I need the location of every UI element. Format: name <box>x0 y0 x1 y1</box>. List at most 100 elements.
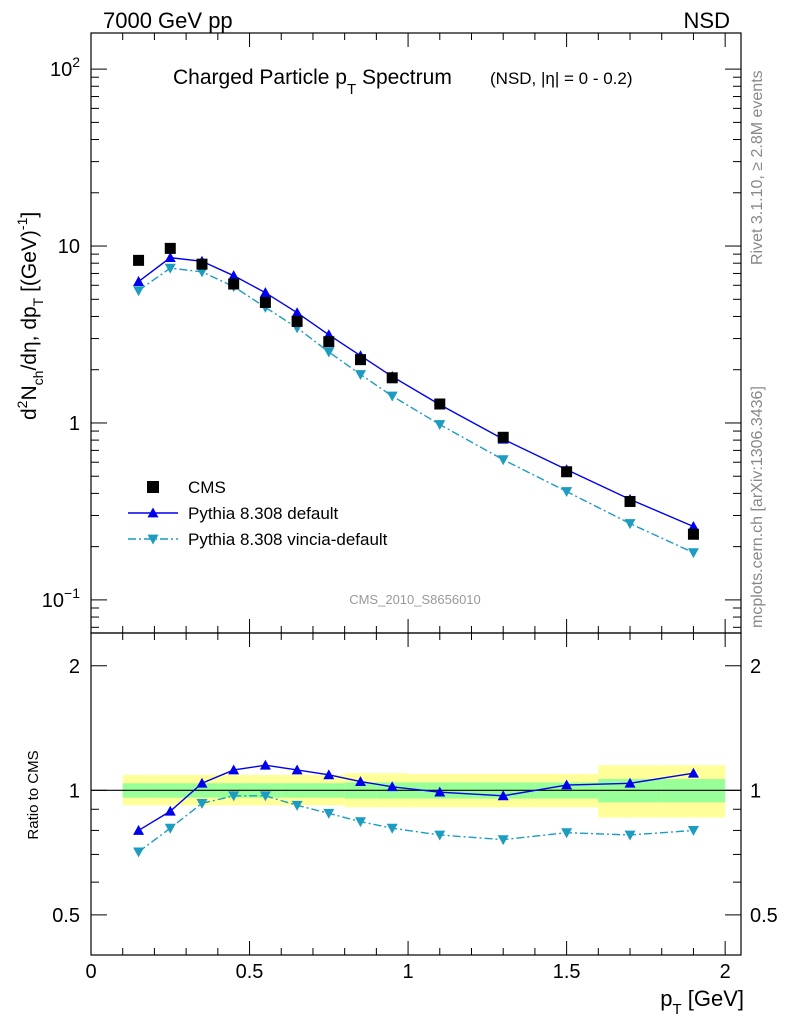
legend-label: Pythia 8.308 vincia-default <box>188 530 388 549</box>
ratio-marker-vincia <box>196 798 208 809</box>
x-label-unit: [GeV] <box>682 986 744 1011</box>
ratio-marker-default <box>434 786 446 797</box>
series-line-vincia <box>138 267 694 554</box>
y-tick-label: 10 <box>58 236 80 258</box>
ratio-y-tick-label-left: 2 <box>69 656 80 678</box>
ratio-marker-default <box>133 824 145 835</box>
marker-default <box>228 270 240 281</box>
ratio-marker-vincia <box>561 828 573 839</box>
y-label-t: T <box>30 297 46 306</box>
ratio-marker-vincia <box>133 847 145 858</box>
marker-vincia <box>196 267 208 278</box>
x-label-sub: T <box>672 1001 681 1018</box>
ratio-marker-default <box>259 759 271 770</box>
marker-cms <box>196 258 208 270</box>
marker-vincia <box>355 370 367 380</box>
marker-cms <box>687 528 699 540</box>
ratio-marker-default <box>164 805 176 816</box>
ratio-marker-default <box>323 769 335 780</box>
ratio-marker-vincia <box>687 826 699 836</box>
marker-cms <box>133 254 145 266</box>
ratio-marker-default <box>561 779 573 790</box>
header-energy: 7000 GeV pp <box>103 8 233 33</box>
y-axis-label-main: d2Nch/dη, dpT [(GeV)-1] <box>14 212 46 420</box>
chart-title-main: Charged Particle p <box>173 66 347 89</box>
legend-marker-cms <box>147 481 159 493</box>
x-axis-label: pT [GeV] <box>660 986 744 1018</box>
x-tick-label: 1.5 <box>553 961 581 983</box>
marker-cms <box>386 372 398 384</box>
ratio-marker-vincia <box>291 800 303 811</box>
ratio-marker-vincia <box>624 830 636 841</box>
ratio-marker-vincia <box>323 808 335 819</box>
legend-label: Pythia 8.308 default <box>188 504 339 523</box>
x-tick-label: 1 <box>403 961 414 983</box>
ratio-marker-default <box>228 764 240 775</box>
y-tick-label: 1 <box>69 413 80 435</box>
marker-vincia <box>434 420 446 431</box>
y-label-ch: ch <box>30 371 46 386</box>
marker-cms <box>259 296 271 308</box>
marker-cms <box>561 466 573 478</box>
ratio-y-tick-label-right: 0.5 <box>750 905 778 927</box>
marker-default <box>291 307 303 318</box>
x-label-p: p <box>660 986 672 1011</box>
marker-cms <box>355 354 367 366</box>
marker-cms <box>497 431 509 443</box>
ratio-marker-default <box>196 777 208 788</box>
ratio-marker-vincia <box>259 791 271 802</box>
ratio-marker-vincia <box>386 823 398 834</box>
y-label-sup2: 2 <box>14 400 30 408</box>
marker-cms <box>228 278 240 290</box>
ratio-marker-default <box>386 781 398 792</box>
marker-vincia <box>687 548 699 559</box>
ratio-line-default <box>138 764 694 832</box>
marker-default <box>687 520 699 531</box>
chart-title-sub: T <box>347 81 356 98</box>
ratio-marker-vincia <box>164 823 176 834</box>
y-tick-label: 10−1 <box>42 585 80 612</box>
chart-title-after: Spectrum <box>356 66 452 89</box>
y-tick-exponent: −1 <box>64 585 80 601</box>
y-label-n: N <box>18 385 41 400</box>
y-label-d: d <box>18 408 41 420</box>
ratio-marker-vincia <box>434 830 446 841</box>
rivet-version-label: Rivet 3.1.10, ≥ 2.8M events <box>749 70 766 265</box>
ratio-frame <box>90 632 742 956</box>
ratio-marker-vincia <box>497 835 509 846</box>
ratio-y-tick-label-left: 0.5 <box>52 905 80 927</box>
marker-vincia <box>323 347 335 358</box>
marker-default <box>133 276 145 286</box>
ratio-marker-default <box>687 767 699 778</box>
ratio-panel: 0 0.5 1 1.5 2 0.5 0.5 1 1 2 2 <box>52 632 778 983</box>
marker-vincia <box>624 519 636 530</box>
marker-cms <box>434 398 446 410</box>
x-tick-label: 2 <box>720 961 731 983</box>
ratio-marker-default <box>291 764 303 775</box>
ratio-y-tick-label-right: 1 <box>750 780 761 802</box>
legend-label: CMS <box>188 478 226 497</box>
marker-vincia <box>164 263 176 274</box>
legend-marker-vincia <box>147 534 159 545</box>
marker-cms <box>164 242 176 254</box>
legend-marker-default <box>147 507 159 518</box>
ratio-marker-default <box>497 790 509 801</box>
ratio-y-tick-label-right: 2 <box>750 656 761 678</box>
y-label-deta: /dη, dp <box>18 306 41 370</box>
chart-title-qualifier: (NSD, |η| = 0 - 0.2) <box>490 69 633 88</box>
ratio-marker-vincia <box>355 817 367 828</box>
marker-vincia <box>386 391 398 402</box>
y-tick-mantissa: 10 <box>50 59 72 81</box>
analysis-watermark: CMS_2010_S8656010 <box>349 592 481 607</box>
x-tick-label: 0.5 <box>236 961 264 983</box>
chart-title: Charged Particle pT Spectrum <box>173 66 452 98</box>
marker-vincia <box>133 286 145 297</box>
y-label-unit: [(GeV) <box>18 230 41 298</box>
ratio-marker-default <box>624 777 636 788</box>
marker-vincia <box>497 455 509 466</box>
y-tick-label: 102 <box>50 54 80 81</box>
y-tick-mantissa: 10 <box>58 236 80 258</box>
x-tick-label: 0 <box>85 961 96 983</box>
